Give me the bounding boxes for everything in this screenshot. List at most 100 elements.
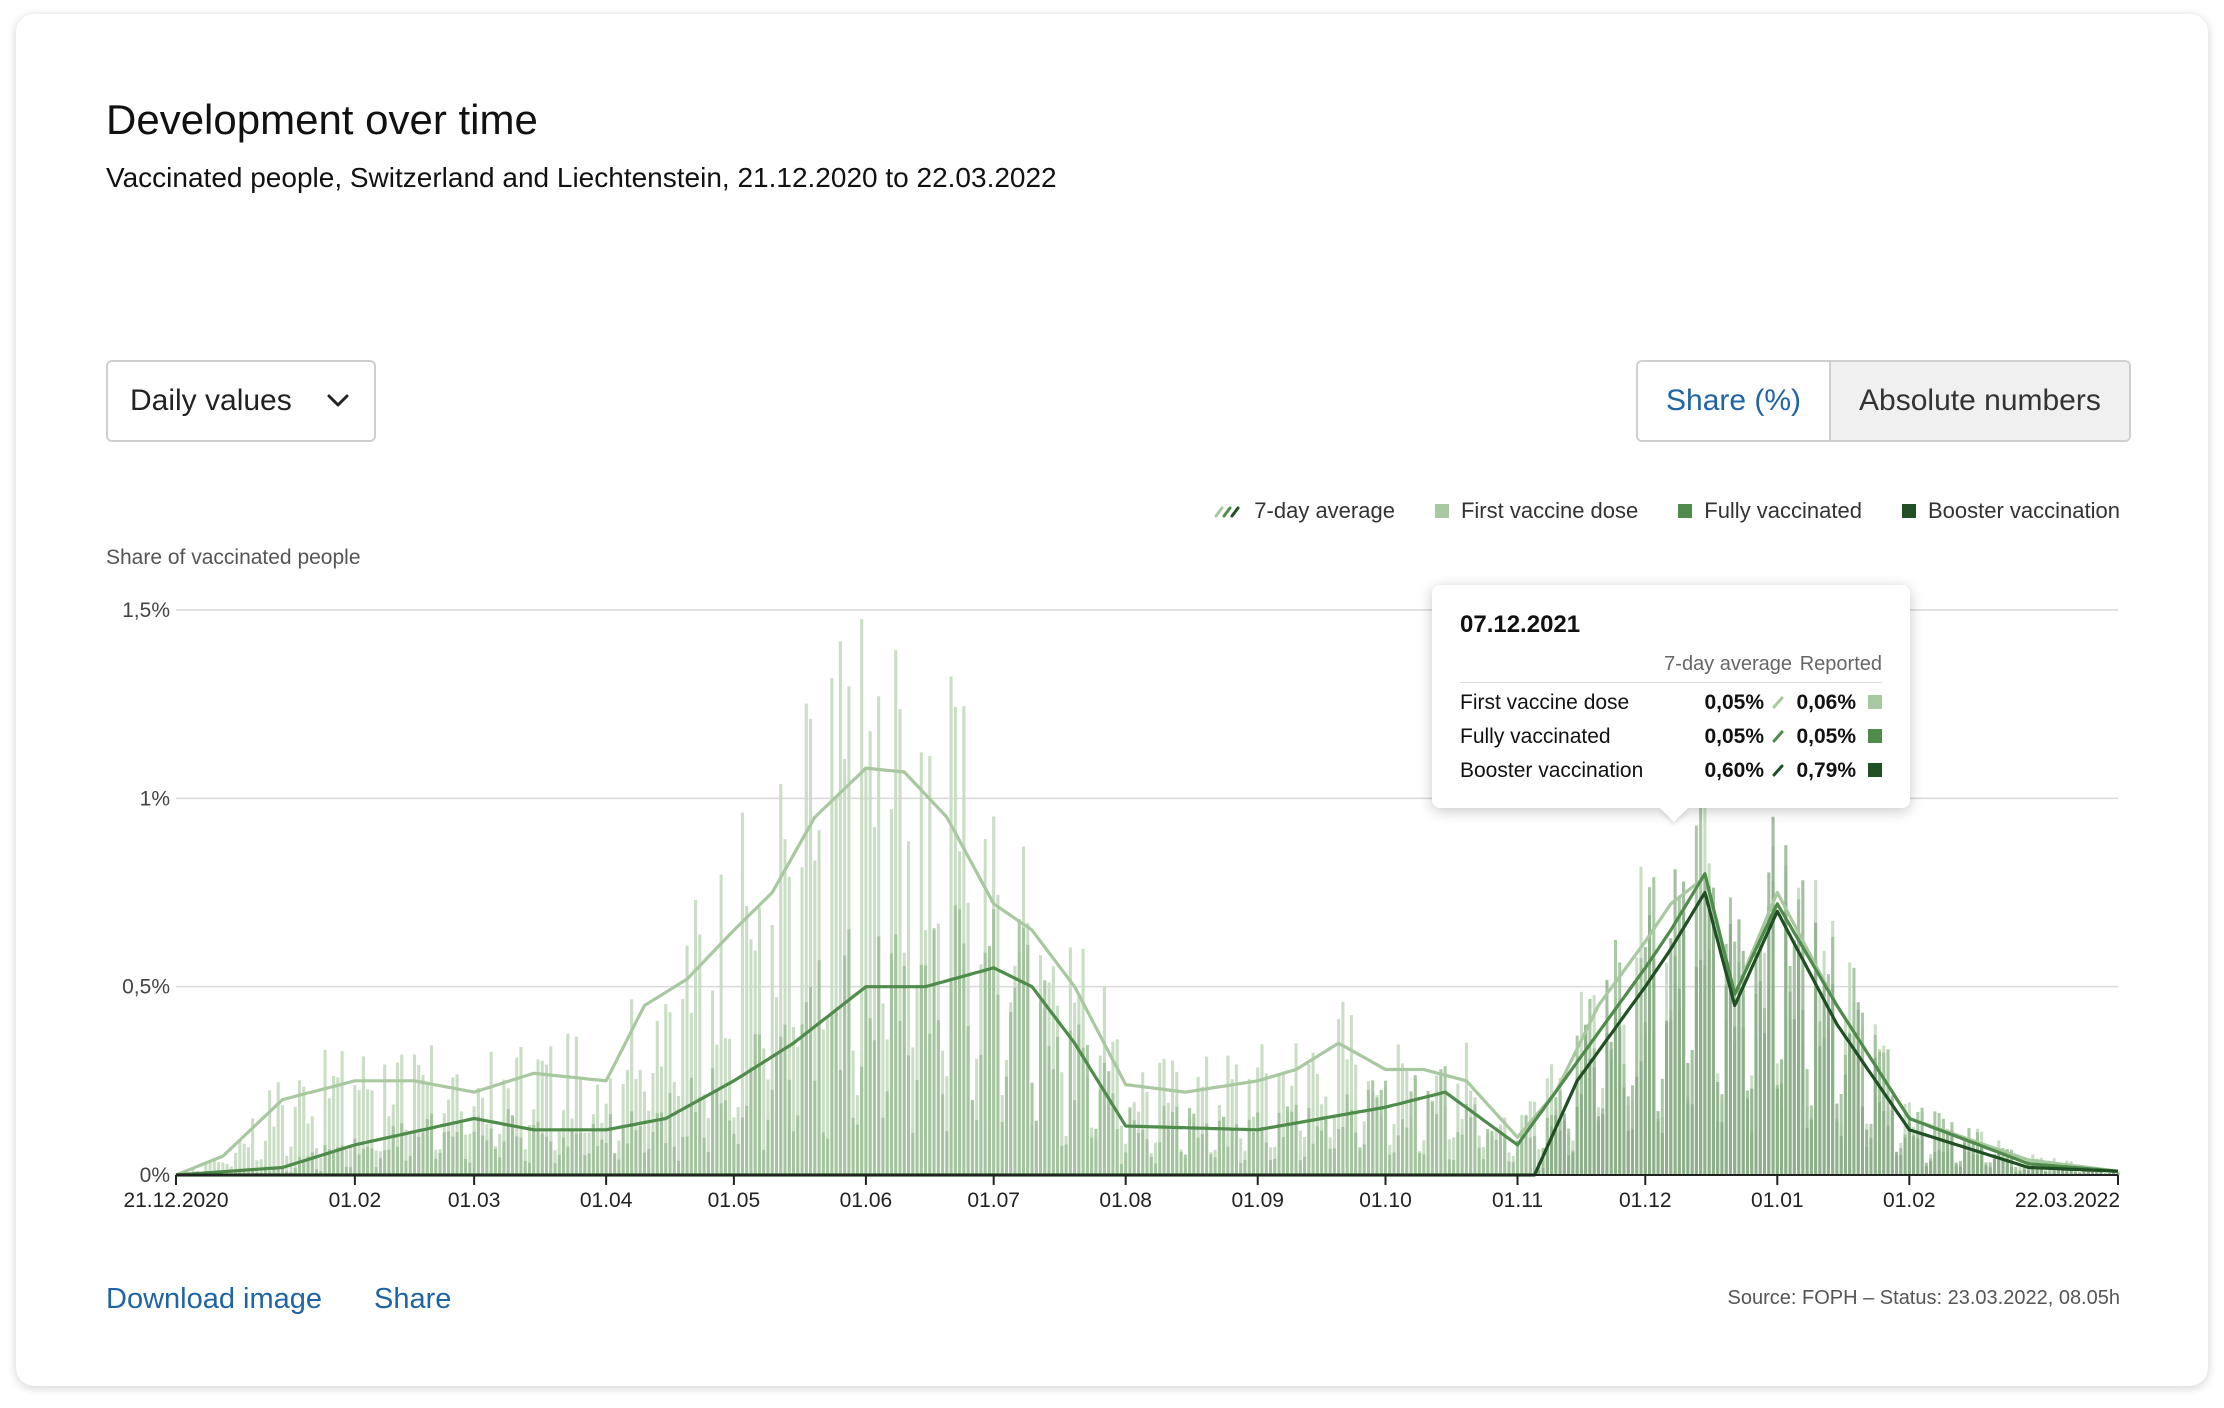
fully-vaccinated-bar (1081, 1047, 1085, 1175)
fully-vaccinated-bar (1443, 1066, 1447, 1175)
booster-bar (1584, 1024, 1588, 1175)
booster-bar (1758, 980, 1762, 1175)
booster-bar (1665, 1020, 1669, 1175)
fully-vaccinated-bar (570, 1129, 574, 1175)
booster-bar (1809, 1119, 1813, 1175)
first-dose-bar (340, 1051, 344, 1175)
first-dose-bar (344, 1149, 348, 1175)
fully-vaccinated-bar (1345, 1094, 1349, 1175)
y-tick-label: 0% (140, 1164, 170, 1187)
tooltip-avg-value: 0,05% (1704, 691, 1765, 714)
first-dose-bar (1226, 1055, 1230, 1175)
booster-bar (1907, 1116, 1911, 1175)
fully-vaccinated-bar (1085, 1044, 1089, 1175)
share-percent-toggle[interactable]: Share (%) (1638, 362, 1830, 440)
download-image-link[interactable]: Download image (106, 1283, 323, 1315)
first-dose-bar (297, 1080, 302, 1175)
legend-item-first-dose[interactable]: First vaccine dose (1434, 498, 1638, 524)
fully-vaccinated-bar (953, 905, 957, 1175)
fully-vaccinated-bar (958, 909, 962, 1175)
fully-vaccinated-bar (293, 1167, 297, 1175)
fully-vaccinated-bar (1337, 1129, 1341, 1175)
fully-vaccinated-bar (1251, 1132, 1256, 1175)
fully-vaccinated-bar (1396, 1135, 1400, 1175)
fully-vaccinated-bar (591, 1123, 595, 1175)
booster-bar (1703, 873, 1707, 1175)
fully-vaccinated-bar (395, 1146, 399, 1175)
first-dose-bar (349, 1145, 353, 1175)
first-dose-bar (1060, 1072, 1064, 1175)
booster-bar (1562, 1113, 1566, 1175)
fully-vaccinated-bar (936, 1020, 940, 1175)
first-dose-bar (783, 839, 787, 1175)
fully-vaccinated-bar (749, 1067, 753, 1175)
booster-bar (1711, 887, 1715, 1175)
fully-vaccinated-bar (608, 1114, 612, 1175)
fully-vaccinated-bar (838, 1069, 842, 1175)
share-link[interactable]: Share (374, 1283, 452, 1315)
booster-bar (2044, 1171, 2048, 1175)
fully-vaccinated-bar (340, 1145, 344, 1175)
y-tick-label: 0,5% (122, 976, 170, 999)
fully-vaccinated-bar (319, 1170, 323, 1175)
first-dose-bar (234, 1152, 238, 1175)
fully-vaccinated-bar (1328, 1148, 1332, 1175)
fully-vaccinated-bar (1418, 1153, 1422, 1175)
legend-item-booster[interactable]: Booster vaccination (1902, 498, 2120, 524)
fully-vaccinated-bar (698, 1097, 702, 1175)
booster-bar (2018, 1171, 2022, 1175)
first-dose-bar (906, 841, 911, 1175)
first-dose-bar (728, 1038, 732, 1175)
axes: 0% 0,5% 1% 1,5% 21.12.2020 01.02 01.03 01.04 01.… (122, 599, 2120, 1212)
first-dose-bar (327, 1098, 331, 1175)
booster-bar (1975, 1155, 1979, 1175)
first-dose-bar (502, 1079, 506, 1175)
fully-vaccinated-bar (809, 986, 813, 1175)
dropdown-value: Daily values (130, 384, 292, 417)
fully-vaccinated-bar (562, 1137, 566, 1175)
fully-vaccinated-bar (766, 1119, 770, 1175)
fully-vaccinated-bar (378, 1158, 382, 1175)
fully-vaccinated-bar (472, 1131, 476, 1175)
first-dose-bar (804, 703, 808, 1175)
first-dose-bar (412, 1054, 417, 1175)
booster-bar (1980, 1146, 1984, 1175)
booster-bar (2014, 1172, 2018, 1175)
fully-vaccinated-bar (344, 1166, 348, 1175)
fully-vaccinated-bar (1332, 1148, 1336, 1175)
x-tick-label: 01.03 (448, 1189, 501, 1212)
booster-bar (2027, 1170, 2031, 1175)
booster-bar (2078, 1172, 2082, 1175)
first-dose-bar (293, 1106, 297, 1175)
vaccination-chart[interactable]: 0% 0,5% 1% 1,5% 21.12.2020 01.02 01.03 01.04 01.… (0, 0, 2224, 1260)
x-tick-label: 01.08 (1099, 1189, 1152, 1212)
fully-vaccinated-bar (1247, 1119, 1251, 1175)
legend-item-fully-vaccinated[interactable]: Fully vaccinated (1678, 498, 1862, 524)
fully-vaccinated-bar (1047, 1045, 1051, 1175)
booster-bar (1550, 1126, 1554, 1175)
fully-vaccinated-bar (519, 1137, 523, 1175)
values-dropdown[interactable]: Daily values (106, 360, 376, 442)
booster-bar (1716, 1081, 1720, 1175)
fully-vaccinated-bar (906, 1055, 911, 1175)
fully-vaccinated-bar (1358, 1147, 1362, 1175)
booster-bar (1869, 1138, 1873, 1175)
booster-bar (1737, 919, 1741, 1175)
fully-vaccinated-bar (1234, 1123, 1238, 1175)
absolute-numbers-toggle[interactable]: Absolute numbers (1829, 362, 2129, 440)
booster-bar (2061, 1167, 2065, 1175)
first-dose-bar (813, 860, 817, 1175)
x-tick-label: 01.02 (329, 1189, 382, 1212)
booster-swatch (1902, 504, 1916, 518)
square-icon (1856, 751, 1882, 785)
first-dose-bar (1396, 1044, 1400, 1175)
booster-bar (1920, 1132, 1924, 1175)
fully-vaccinated-bar (638, 1126, 642, 1175)
slash-icon (1764, 751, 1792, 785)
booster-bar (1818, 1046, 1822, 1175)
legend-item-7day-average[interactable]: 7-day average (1214, 498, 1395, 524)
fully-vaccinated-bar (728, 1120, 732, 1175)
fully-vaccinated-bar (689, 1077, 693, 1175)
fully-vaccinated-bar (1371, 1080, 1375, 1175)
booster-bar (1626, 1130, 1630, 1175)
